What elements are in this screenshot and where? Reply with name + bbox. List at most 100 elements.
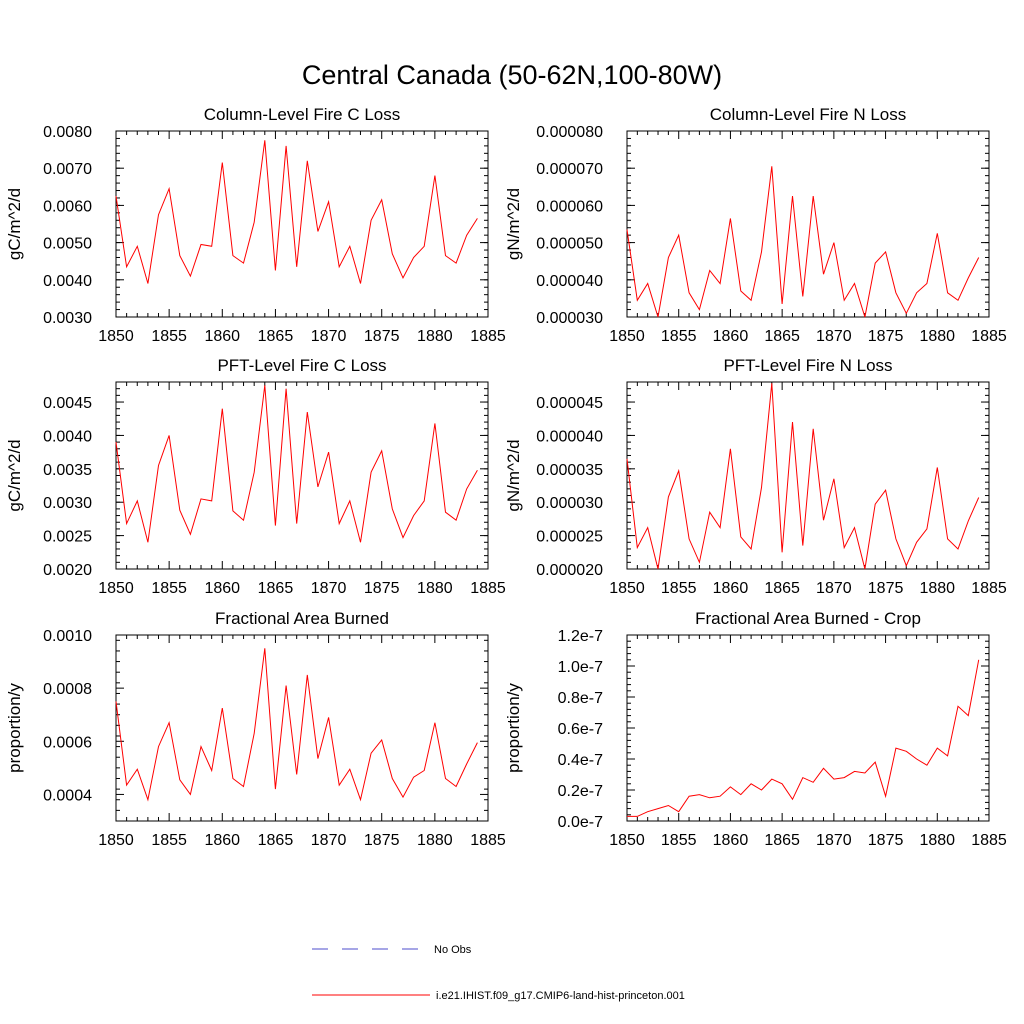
y-tick-label: 0.0008 bbox=[43, 681, 92, 698]
y-tick-label: 0.0020 bbox=[43, 562, 92, 579]
y-tick-label: 0.0004 bbox=[43, 787, 92, 804]
chart-panel-1: Column-Level Fire C Loss gC/m^2/d 1850 1855… bbox=[5, 105, 506, 345]
y-tick-label: 0.0040 bbox=[43, 428, 92, 445]
y-tick-label: 1.0e-7 bbox=[558, 659, 603, 676]
y-tick-label: 0.000040 bbox=[536, 428, 603, 445]
x-tick-label: 1885 bbox=[971, 580, 1007, 597]
x-tick-label: 1880 bbox=[919, 580, 955, 597]
y-tick-label: 0.0040 bbox=[43, 273, 92, 290]
series-line bbox=[115, 648, 478, 802]
y-axis-label: proportion/y bbox=[5, 683, 24, 773]
series-line bbox=[626, 383, 980, 570]
x-tick-label: 1875 bbox=[868, 832, 904, 849]
y-tick-label: 0.0080 bbox=[43, 124, 92, 141]
chart-title: Column-Level Fire N Loss bbox=[710, 105, 907, 124]
x-tick-label: 1865 bbox=[764, 832, 800, 849]
y-tick-label: 0.0045 bbox=[43, 395, 92, 412]
x-tick-label: 1870 bbox=[816, 328, 852, 345]
x-tick-label: 1860 bbox=[713, 328, 749, 345]
x-tick-label: 1860 bbox=[713, 580, 749, 597]
series-line bbox=[627, 659, 980, 817]
chart-panels: Column-Level Fire C Loss gC/m^2/d 1850 1855… bbox=[5, 105, 1007, 849]
chart-panel-3: PFT-Level Fire C Loss gC/m^2/d 1850 1855 186… bbox=[5, 356, 506, 597]
y-tick-label: 0.0060 bbox=[43, 198, 92, 215]
x-tick-label: 1865 bbox=[258, 580, 294, 597]
x-tick-label: 1870 bbox=[311, 580, 347, 597]
x-tick-label: 1850 bbox=[98, 328, 134, 345]
x-tick-label: 1880 bbox=[417, 580, 453, 597]
y-axis-label: gN/m^2/d bbox=[504, 188, 523, 260]
y-tick-label: 0.000080 bbox=[536, 124, 603, 141]
series-line bbox=[626, 166, 980, 318]
x-tick-label: 1865 bbox=[764, 328, 800, 345]
chart-title: PFT-Level Fire N Loss bbox=[723, 356, 892, 375]
x-tick-label: 1870 bbox=[816, 580, 852, 597]
y-tick-label: 0.0035 bbox=[43, 462, 92, 479]
y-tick-label: 0.000020 bbox=[536, 562, 603, 579]
x-tick-label: 1855 bbox=[151, 832, 187, 849]
chart-title: Fractional Area Burned - Crop bbox=[695, 609, 921, 628]
y-tick-label: 0.8e-7 bbox=[558, 690, 603, 707]
x-tick-label: 1880 bbox=[417, 328, 453, 345]
x-tick-label: 1855 bbox=[661, 580, 697, 597]
y-axis-label: gN/m^2/d bbox=[504, 439, 523, 511]
y-tick-label: 0.0e-7 bbox=[558, 814, 603, 831]
plot-frame bbox=[115, 130, 489, 318]
plot-frame bbox=[626, 634, 990, 822]
y-tick-label: 0.000030 bbox=[536, 310, 603, 327]
chart-title: Column-Level Fire C Loss bbox=[204, 105, 401, 124]
plot-frame bbox=[115, 381, 489, 570]
x-tick-label: 1860 bbox=[204, 832, 240, 849]
y-tick-label: 0.000070 bbox=[536, 161, 603, 178]
series-line bbox=[115, 385, 478, 543]
x-tick-label: 1865 bbox=[258, 328, 294, 345]
x-tick-label: 1885 bbox=[971, 328, 1007, 345]
x-tick-label: 1885 bbox=[470, 580, 506, 597]
plot-frame bbox=[115, 634, 489, 822]
x-tick-label: 1885 bbox=[470, 328, 506, 345]
x-tick-label: 1855 bbox=[661, 328, 697, 345]
legend-label-obs: No Obs bbox=[434, 944, 472, 956]
y-tick-label: 0.2e-7 bbox=[558, 783, 603, 800]
y-tick-label: 0.0006 bbox=[43, 734, 92, 751]
x-tick-label: 1850 bbox=[609, 328, 645, 345]
x-tick-label: 1855 bbox=[151, 580, 187, 597]
x-tick-label: 1875 bbox=[868, 580, 904, 597]
y-tick-label: 0.000060 bbox=[536, 198, 603, 215]
x-tick-label: 1885 bbox=[470, 832, 506, 849]
y-tick-label: 0.0025 bbox=[43, 529, 92, 546]
x-tick-label: 1885 bbox=[971, 832, 1007, 849]
x-tick-label: 1850 bbox=[609, 580, 645, 597]
legend: No Obs i.e21.IHIST.f09_g17.CMIP6-land-hi… bbox=[312, 944, 685, 1002]
y-tick-label: 0.0030 bbox=[43, 310, 92, 327]
x-tick-label: 1865 bbox=[764, 580, 800, 597]
x-tick-label: 1855 bbox=[151, 328, 187, 345]
x-tick-label: 1860 bbox=[204, 580, 240, 597]
chart-title: Fractional Area Burned bbox=[215, 609, 389, 628]
x-tick-label: 1880 bbox=[919, 832, 955, 849]
legend-label-model: i.e21.IHIST.f09_g17.CMIP6-land-hist-prin… bbox=[436, 990, 685, 1002]
chart-panel-5: Fractional Area Burned proportion/y 1850 18… bbox=[5, 609, 506, 849]
x-tick-label: 1870 bbox=[311, 328, 347, 345]
x-tick-label: 1850 bbox=[98, 580, 134, 597]
y-tick-label: 0.000040 bbox=[536, 273, 603, 290]
x-tick-label: 1860 bbox=[713, 832, 749, 849]
chart-panel-2: Column-Level Fire N Loss gN/m^2/d 1850 1855… bbox=[504, 105, 1007, 345]
x-tick-label: 1880 bbox=[919, 328, 955, 345]
x-tick-label: 1850 bbox=[98, 832, 134, 849]
chart-panel-4: PFT-Level Fire N Loss gN/m^2/d 1850 1855 186… bbox=[504, 356, 1007, 597]
y-tick-label: 0.6e-7 bbox=[558, 721, 603, 738]
x-tick-label: 1875 bbox=[364, 328, 400, 345]
y-axis-label: gC/m^2/d bbox=[5, 188, 24, 260]
chart-title: PFT-Level Fire C Loss bbox=[217, 356, 386, 375]
y-tick-label: 0.0030 bbox=[43, 495, 92, 512]
y-axis-label: gC/m^2/d bbox=[5, 439, 24, 511]
y-tick-label: 0.0070 bbox=[43, 161, 92, 178]
y-tick-label: 0.000030 bbox=[536, 495, 603, 512]
x-tick-label: 1875 bbox=[364, 580, 400, 597]
series-line bbox=[115, 140, 478, 284]
x-tick-label: 1855 bbox=[661, 832, 697, 849]
y-tick-label: 0.0050 bbox=[43, 236, 92, 253]
x-tick-label: 1850 bbox=[609, 832, 645, 849]
